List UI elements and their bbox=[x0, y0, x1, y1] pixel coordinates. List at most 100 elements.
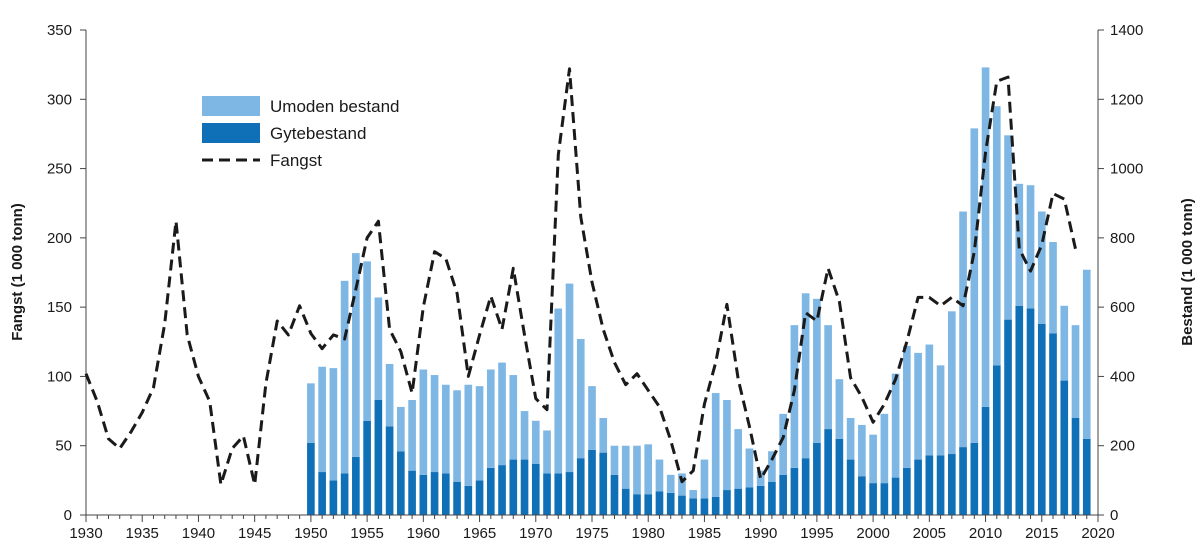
bar-gytebestand-2014 bbox=[1026, 308, 1035, 515]
bar-gytebestand-1971 bbox=[543, 473, 551, 515]
bar-gytebestand-1972 bbox=[554, 473, 563, 515]
line-layer bbox=[84, 67, 1077, 486]
bar-umoden-1998 bbox=[846, 418, 855, 460]
x-tick-label-1960: 1960 bbox=[407, 525, 440, 542]
bar-gytebestand-1995 bbox=[813, 442, 821, 515]
bar-umoden-2015 bbox=[1037, 211, 1046, 324]
bar-gytebestand-1965 bbox=[475, 480, 484, 515]
bar-umoden-2016 bbox=[1049, 242, 1057, 334]
bar-gytebestand-1998 bbox=[846, 459, 855, 515]
x-tick-label-1935: 1935 bbox=[126, 525, 159, 542]
bar-gytebestand-1978 bbox=[621, 488, 630, 515]
bar-gytebestand-1974 bbox=[576, 458, 585, 515]
bar-umoden-2009 bbox=[970, 128, 979, 443]
bar-umoden-2001 bbox=[880, 413, 889, 484]
bar-umoden-1966 bbox=[486, 369, 495, 468]
bar-umoden-1981 bbox=[655, 459, 664, 492]
bar-gytebestand-1969 bbox=[520, 459, 529, 515]
bar-umoden-1996 bbox=[824, 325, 832, 430]
bar-umoden-2002 bbox=[891, 373, 900, 478]
bar-umoden-1982 bbox=[666, 474, 675, 493]
bar-gytebestand-1989 bbox=[745, 487, 754, 515]
bar-gytebestand-2001 bbox=[880, 483, 889, 515]
x-tick-label-2005: 2005 bbox=[913, 525, 946, 542]
bar-umoden-1997 bbox=[835, 379, 844, 439]
x-tick-label-1940: 1940 bbox=[182, 525, 215, 542]
bar-umoden-1973 bbox=[565, 283, 574, 473]
bar-umoden-1956 bbox=[374, 297, 383, 400]
bar-gytebestand-2016 bbox=[1049, 333, 1057, 515]
bar-umoden-1994 bbox=[801, 293, 810, 459]
bar-gytebestand-1958 bbox=[397, 451, 405, 515]
y-tick-label-left-350: 350 bbox=[47, 22, 72, 39]
bar-umoden-2000 bbox=[869, 434, 877, 484]
bar-umoden-2006 bbox=[936, 365, 945, 456]
bar-umoden-1999 bbox=[858, 424, 866, 477]
legend-label-gyte: Gytebestand bbox=[270, 124, 366, 143]
bar-umoden-1954 bbox=[352, 253, 360, 457]
bar-umoden-1972 bbox=[554, 308, 563, 474]
x-tick-label-2015: 2015 bbox=[1025, 525, 1058, 542]
bar-gytebestand-1987 bbox=[723, 490, 731, 515]
axes-layer bbox=[80, 29, 1104, 522]
bar-umoden-1950 bbox=[307, 383, 315, 443]
bar-umoden-1952 bbox=[329, 368, 338, 481]
bar-umoden-2007 bbox=[947, 311, 956, 455]
bar-umoden-1974 bbox=[576, 339, 585, 459]
x-tick-label-1990: 1990 bbox=[744, 525, 777, 542]
bar-umoden-1964 bbox=[464, 384, 473, 486]
bar-gytebestand-1979 bbox=[633, 494, 641, 515]
bar-gytebestand-2003 bbox=[903, 467, 911, 515]
bar-umoden-1986 bbox=[711, 393, 720, 497]
bar-gytebestand-1963 bbox=[453, 481, 461, 515]
y-axis-title-left: Fangst (1 000 tonn) bbox=[9, 203, 26, 341]
y-tick-label-right-400: 400 bbox=[1110, 368, 1135, 385]
y-tick-label-right-1200: 1200 bbox=[1110, 91, 1143, 108]
legend-layer: Umoden bestand Gytebestand Fangst bbox=[202, 96, 399, 170]
bar-gytebestand-1993 bbox=[790, 467, 799, 515]
x-tick-label-1965: 1965 bbox=[463, 525, 496, 542]
bar-umoden-2005 bbox=[925, 344, 934, 456]
bar-umoden-2008 bbox=[959, 211, 967, 448]
y-tick-label-right-1000: 1000 bbox=[1110, 161, 1143, 178]
bar-umoden-2018 bbox=[1071, 325, 1080, 418]
bar-gytebestand-1960 bbox=[419, 474, 428, 515]
bars-layer bbox=[307, 67, 1091, 515]
bar-gytebestand-2006 bbox=[936, 455, 945, 515]
bar-gytebestand-1966 bbox=[486, 467, 495, 515]
bar-umoden-1983 bbox=[678, 473, 686, 496]
bar-umoden-1990 bbox=[756, 470, 765, 486]
bar-umoden-1967 bbox=[498, 362, 506, 466]
bar-umoden-1976 bbox=[599, 418, 608, 453]
bar-gytebestand-1968 bbox=[509, 459, 518, 515]
y-tick-label-left-150: 150 bbox=[47, 299, 72, 316]
bar-umoden-1969 bbox=[520, 411, 529, 460]
bar-gytebestand-2010 bbox=[981, 406, 990, 515]
bar-gytebestand-1992 bbox=[779, 474, 787, 515]
x-tick-label-1955: 1955 bbox=[350, 525, 383, 542]
bar-gytebestand-2008 bbox=[959, 447, 967, 515]
bar-gytebestand-2009 bbox=[970, 442, 979, 515]
bar-gytebestand-1984 bbox=[689, 498, 698, 515]
bar-umoden-1962 bbox=[441, 384, 450, 474]
bar-gytebestand-1964 bbox=[464, 485, 473, 515]
bar-gytebestand-1961 bbox=[430, 472, 439, 515]
bar-umoden-1960 bbox=[419, 369, 428, 475]
bar-umoden-1988 bbox=[734, 429, 743, 489]
bar-gytebestand-2007 bbox=[947, 454, 956, 515]
bar-umoden-1951 bbox=[318, 366, 326, 473]
y-axis-title-right: Bestand (1 000 tonn) bbox=[1179, 198, 1196, 346]
bar-umoden-2017 bbox=[1060, 305, 1069, 381]
legend-swatch-umoden bbox=[202, 96, 260, 116]
bar-gytebestand-1991 bbox=[768, 481, 776, 515]
x-tick-label-1985: 1985 bbox=[688, 525, 721, 542]
bar-gytebestand-1954 bbox=[352, 456, 360, 515]
bar-gytebestand-2000 bbox=[869, 483, 877, 515]
bar-gytebestand-1953 bbox=[340, 473, 349, 515]
bar-gytebestand-1985 bbox=[700, 498, 709, 515]
bar-gytebestand-1997 bbox=[835, 438, 844, 515]
bar-gytebestand-1988 bbox=[734, 488, 743, 515]
bar-gytebestand-1956 bbox=[374, 399, 383, 515]
bar-gytebestand-1999 bbox=[858, 476, 866, 515]
